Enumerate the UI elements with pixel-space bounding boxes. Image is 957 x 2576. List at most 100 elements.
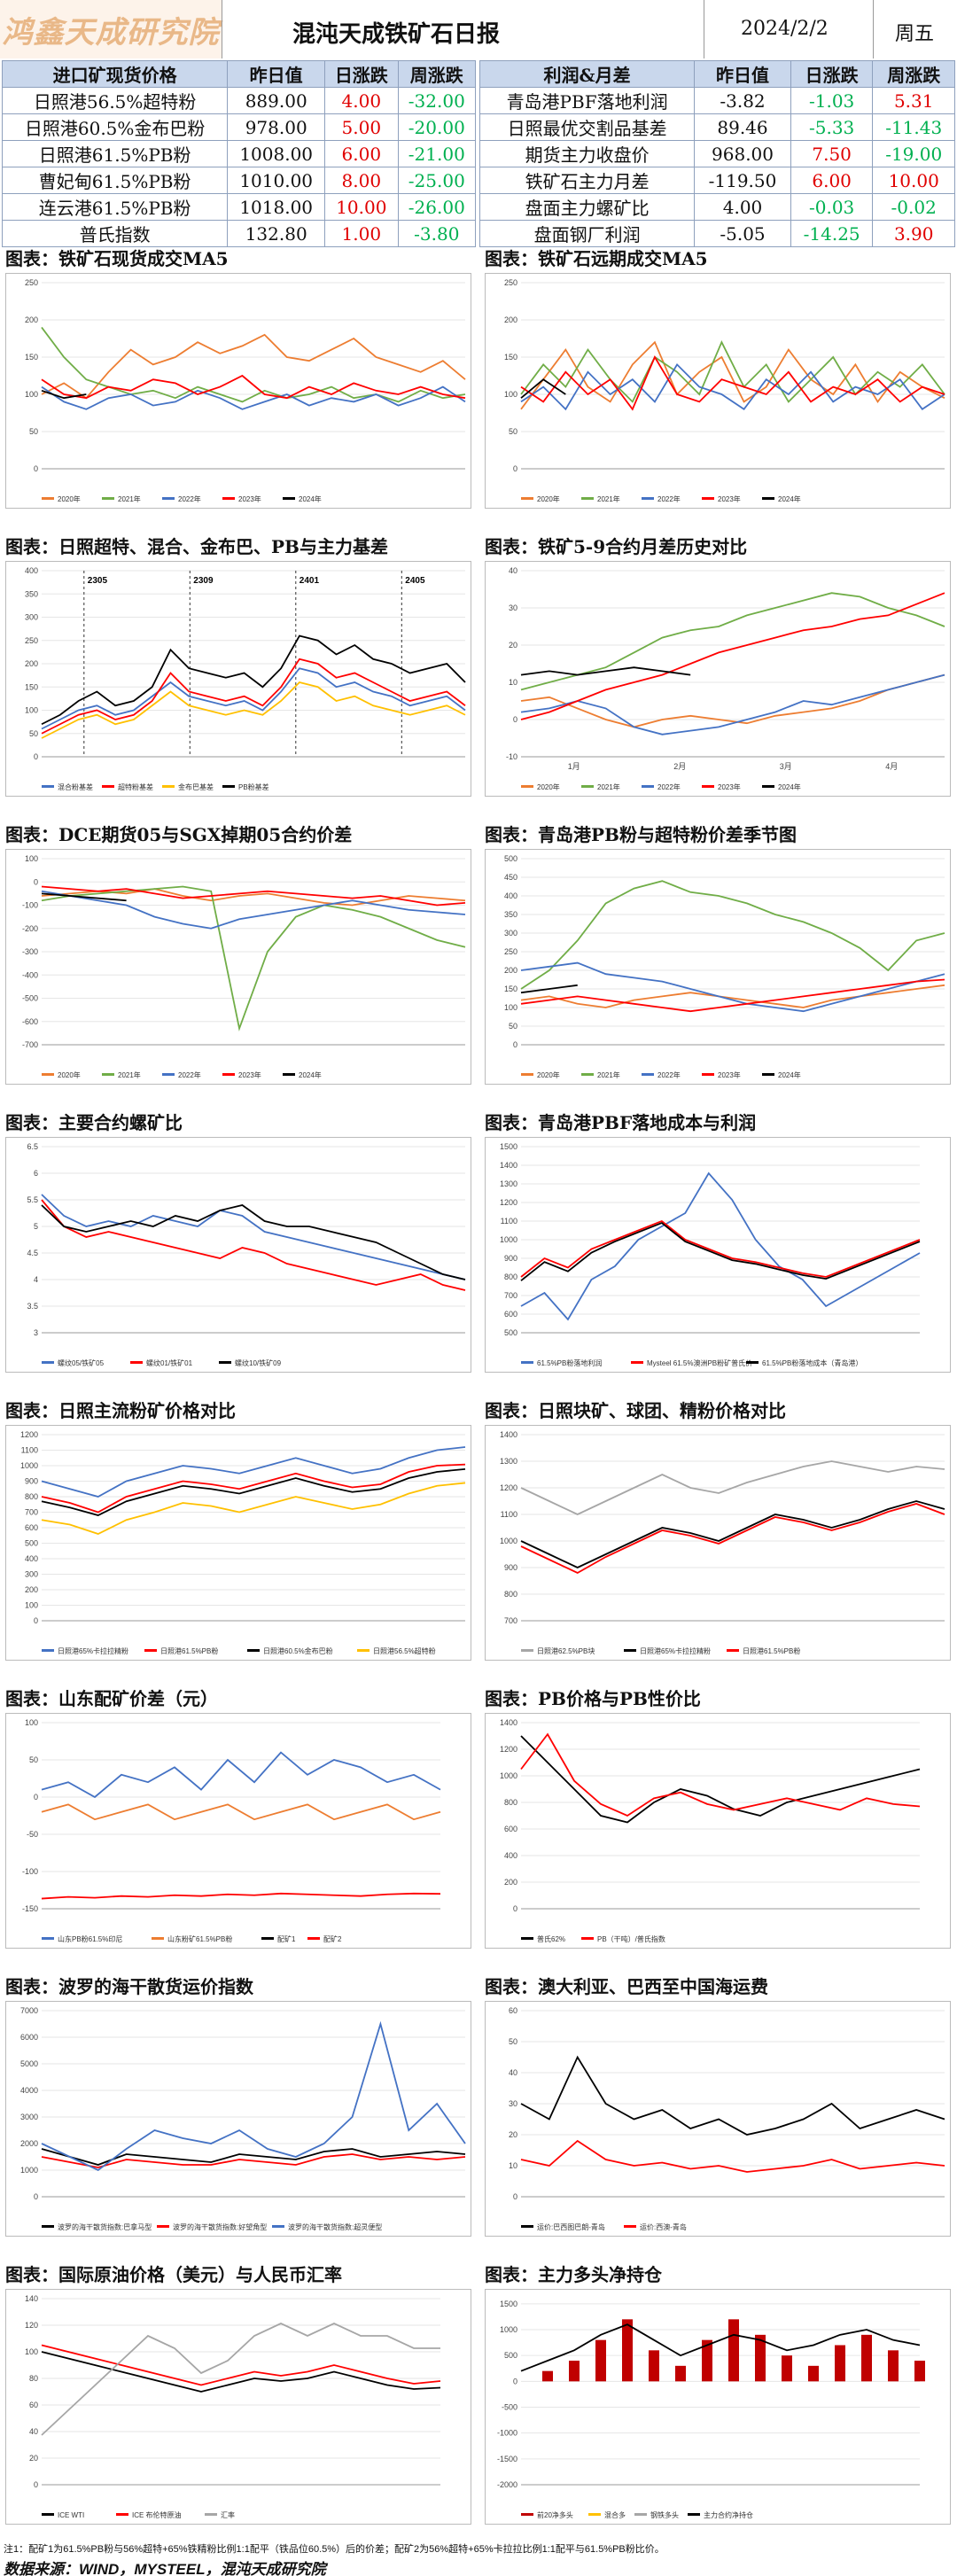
cell-value: 1008.00 [227,140,326,167]
legend-swatch [42,1361,54,1364]
legend-swatch [688,2513,700,2516]
y-tick-label: 900 [25,1477,38,1486]
y-tick-label: -50 [27,1830,38,1839]
series-line [41,1463,466,1514]
y-tick-label: -100 [22,1867,38,1876]
legend-label: 2020年 [537,1070,560,1079]
legend-swatch [642,497,654,500]
legend-label: 61.5%PB粉落地成本（青岛港） [762,1358,862,1367]
table-row: 日照港56.5%超特粉 889.00 4.00 -32.00 [1,87,477,114]
legend: 波罗的海干散货指数:巴拿马型 波罗的海干散货指数:好望角型 波罗的海干散货指数:超灵… [42,2222,382,2231]
cell-value: -21.00 [397,140,477,167]
series-line [520,2323,921,2372]
series-line [41,1892,441,1900]
cell-value: 7.50 [790,140,874,167]
y-tick-label: 1500 [500,1142,517,1151]
chart-svg: 0 200 400 600 800 1000 1200 1400 普氏62% PB（干吨）/普氏指… [500,1718,921,1943]
table-row: 青岛港PBF落地利润 -3.82 -1.03 5.31 [478,87,955,114]
legend-swatch [162,1073,175,1076]
legend-label: 日照港61.5%PB粉 [743,1646,800,1655]
y-tick-label: 3 [34,1328,38,1337]
series-line [41,2323,440,2436]
y-tick-label: 0 [34,2480,38,2489]
y-tick-label: 100 [504,1003,517,1012]
series-line [520,1500,945,1568]
legend-swatch [247,1649,260,1652]
cell-value: -1.03 [790,87,874,114]
bar [861,2334,872,2382]
legend: 2020年 2021年 2022年 2023年 2024年 [521,1070,801,1079]
cell-value: -0.02 [872,193,955,221]
legend-swatch [116,2513,128,2516]
chart-area: 0 50 100 150 200 250 300 350 400 450 500 2020年 2021年… [485,849,951,1085]
row-label: 期货主力收盘价 [478,140,696,167]
legend-swatch [642,1073,654,1076]
legend-label: 前20净多头 [537,2510,573,2519]
legend-label: 日照港62.5%PB块 [537,1646,595,1655]
cell-value: -5.33 [790,113,874,141]
cell-value: 968.00 [694,140,791,167]
legend: 前20净多头 混合多 钢铁多头 主力合约净持仓 [521,2510,753,2519]
series-line [41,1446,466,1498]
series-line [41,1803,441,1821]
chart-panel: 图表：澳大利亚、巴西至中国海运费 0 10 20 30 40 50 60 运价:巴西图巴朗-青岛… [479,1967,956,2242]
legend-swatch [152,1937,164,1940]
y-tick-label: 50 [29,729,38,738]
legend-swatch [307,1937,320,1940]
y-tick-label: 700 [504,1291,517,1300]
legend-label: 金布巴基差 [178,782,214,791]
chart-panel: 图表：PB价格与PB性价比 0 200 400 600 800 1000 1200 1400 普氏… [479,1679,956,1954]
legend-label: 螺纹05/铁矿05 [58,1358,105,1367]
series-line [41,1199,466,1291]
legend-swatch [581,1937,594,1940]
column-header: 进口矿现货价格 [1,60,229,88]
y-tick-label: 0 [513,2192,517,2201]
y-tick-label: 400 [504,1851,517,1860]
y-tick-label: 0 [513,715,517,724]
column-header: 周涨跌 [872,60,955,88]
y-tick-label: 1000 [20,2166,38,2175]
legend-swatch [588,2513,601,2516]
legend-label: 2020年 [537,494,560,503]
y-tick-label: 100 [25,854,38,863]
legend-label: 2022年 [657,782,681,791]
legend-label: 螺纹10/铁矿09 [235,1358,282,1367]
cell-value: -14.25 [790,220,874,247]
legend-label: 日照港56.5%超特粉 [373,1646,436,1655]
table-row: 日照最优交割品基差 89.46 -5.33 -11.43 [478,113,955,141]
chart-title: 图表：山东配矿价差（元） [5,1688,218,1709]
cell-value: -119.50 [694,167,791,194]
y-tick-label: 100 [25,1601,38,1610]
row-label: 盘面钢厂利润 [478,220,696,247]
y-tick-label: -500 [502,2403,517,2412]
y-tick-label: 0 [513,464,517,473]
legend-label: 2022年 [657,1070,681,1079]
bar [595,2339,606,2382]
legend-swatch [162,785,175,788]
y-tick-label: 100 [25,390,38,399]
chart-title: 图表：青岛港PBF落地成本与利润 [485,1112,757,1133]
series-line [41,1467,466,1516]
legend-swatch [102,497,114,500]
y-tick-label: 700 [504,1616,517,1625]
legend: 普氏62% PB（干吨）/普氏指数 [521,1934,665,1943]
y-tick-label: 2000 [20,2139,38,2148]
legend-swatch [642,785,654,788]
y-tick-label: 1300 [500,1457,517,1466]
series-line [520,1219,921,1278]
legend-label: 超特粉基差 [118,782,153,791]
cell-value: 5.31 [872,87,955,114]
series-line [41,634,466,726]
legend-label: PB（干吨）/普氏指数 [597,1934,665,1943]
series-line [41,333,466,400]
footnote: 注1：配矿1为61.5%PB粉与56%超特+65%铁精粉比例1:1配平（铁品位6… [4,2544,665,2555]
legend-label: 2024年 [299,494,322,503]
y-tick-label: -1500 [497,2455,517,2463]
table-row: 连云港61.5%PB粉 1018.00 10.00 -26.00 [1,193,477,221]
cell-value: 4.00 [694,193,791,221]
chart-title: 图表：波罗的海干散货运价指数 [5,1976,253,1997]
chart-panel: 图表：铁矿5-9合约月差历史对比 -10 0 10 20 30 40 1月 2月 3月 4月 2020… [479,527,956,802]
chart-area: 3 3.5 4 4.5 5 5.5 6 6.5 螺纹05/铁矿05 螺纹01/铁矿01 螺纹10/铁… [5,1137,471,1373]
legend-swatch [746,1361,759,1364]
chart-panel: 图表：主力多头净持仓 -2000 -1500 -1000 -500 0 500 1000 150… [479,2255,956,2530]
